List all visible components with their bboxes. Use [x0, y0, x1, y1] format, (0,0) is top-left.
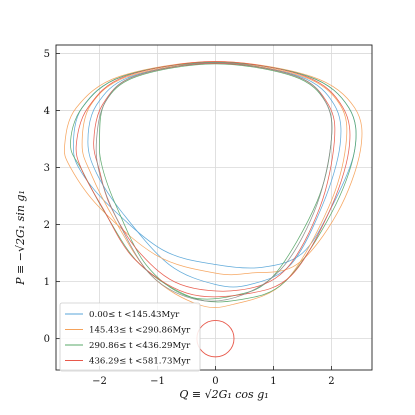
y-tick-label: 1 — [44, 277, 50, 288]
x-tick-label: −2 — [92, 376, 107, 387]
series-5-loop-1 — [95, 62, 333, 302]
y-tick-label: 2 — [44, 220, 50, 231]
series-2-loop-1 — [64, 61, 363, 276]
series-4-loop-1 — [75, 61, 351, 298]
legend-label: 0.00≤ t <145.43Myr — [89, 310, 180, 320]
legend-label: 145.43≤ t <290.86Myr — [89, 326, 191, 336]
legend-label: 290.86≤ t <436.29Myr — [89, 341, 191, 351]
x-tick-label: 0 — [212, 376, 218, 387]
y-tick-label: 4 — [44, 106, 50, 117]
legend-label: 436.29≤ t <581.73Myr — [89, 357, 191, 367]
series-3-loop-1 — [70, 61, 357, 303]
x-tick-label: 2 — [328, 376, 334, 387]
series-1-loop-1 — [73, 61, 357, 269]
y-tick-label: 3 — [44, 163, 50, 174]
legend: 0.00≤ t <145.43Myr 145.43≤ t <290.86Myr 29… — [59, 302, 201, 372]
x-tick-label: 1 — [270, 376, 276, 387]
series-4-loop-2 — [93, 62, 336, 292]
series-3-loop-2 — [98, 63, 333, 300]
y-axis-title: P ≡ −√2G₁ sin g₁ — [14, 190, 27, 286]
series-2-loop-2 — [81, 62, 348, 309]
plot-frame — [55, 44, 373, 371]
y-tick-label: 5 — [44, 49, 50, 60]
x-tick-label: −1 — [150, 376, 165, 387]
y-tick-label: 0 — [44, 334, 50, 345]
series-1-loop-2 — [87, 62, 342, 288]
frame-layer — [55, 44, 373, 371]
data-layer — [64, 61, 363, 358]
legend-box — [59, 302, 201, 372]
x-axis-title: Q ≡ √2G₁ cos g₁ — [179, 388, 268, 401]
